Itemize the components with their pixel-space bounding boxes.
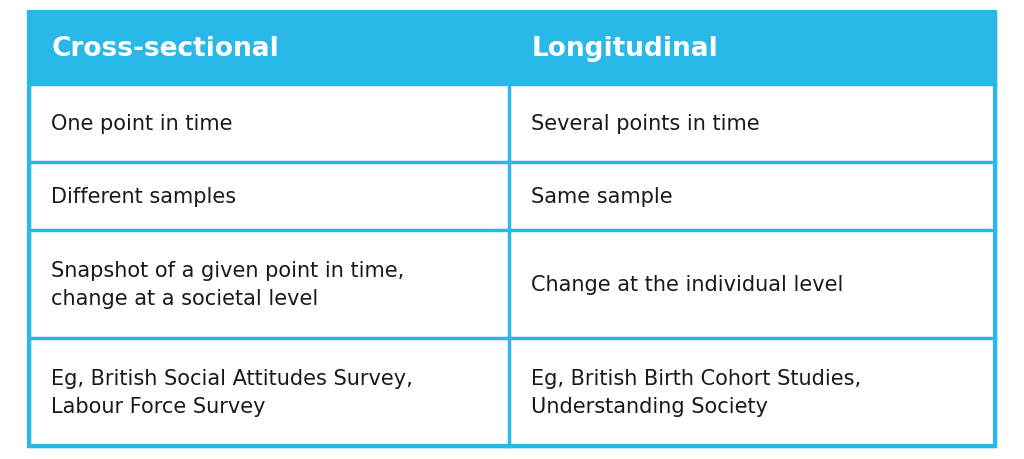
Text: Cross-sectional: Cross-sectional [51,36,279,62]
Text: Change at the individual level: Change at the individual level [531,274,844,294]
Text: Several points in time: Several points in time [531,113,760,133]
Text: Eg, British Social Attitudes Survey,
Labour Force Survey: Eg, British Social Attitudes Survey, Lab… [51,368,413,416]
Text: Snapshot of a given point in time,
change at a societal level: Snapshot of a given point in time, chang… [51,260,404,308]
Text: Different samples: Different samples [51,186,237,206]
Bar [29,13,995,84]
Text: Longitudinal: Longitudinal [531,36,718,62]
Text: Same sample: Same sample [531,186,673,206]
Text: One point in time: One point in time [51,113,232,133]
Text: Eg, British Birth Cohort Studies,
Understanding Society: Eg, British Birth Cohort Studies, Unders… [531,368,861,416]
